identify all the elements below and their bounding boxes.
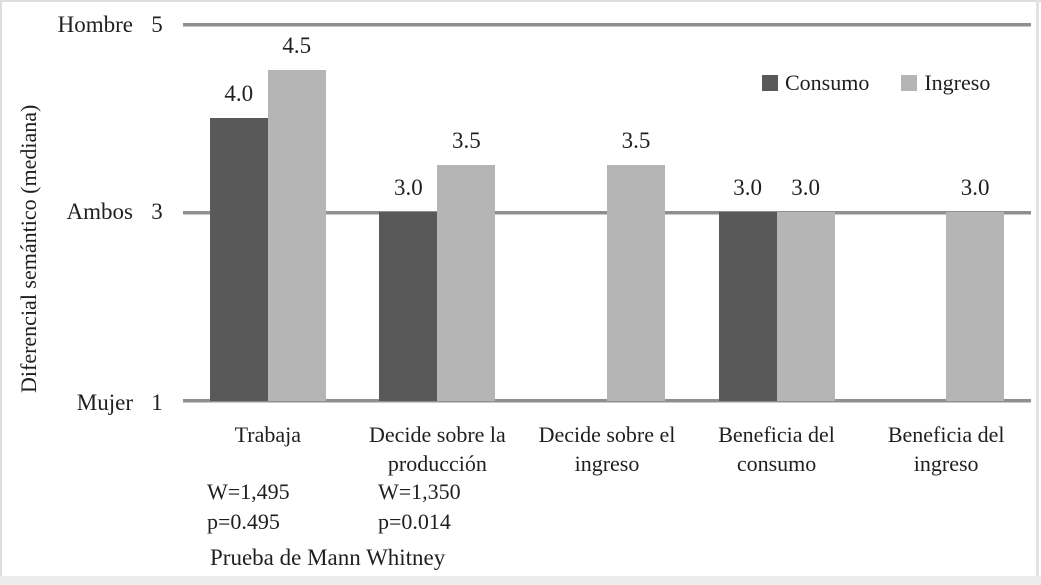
bar-group-4: 3.0 xyxy=(861,23,1031,401)
legend-item-ingreso: Ingreso xyxy=(901,70,990,96)
bar-value-label: 3.0 xyxy=(733,175,762,200)
x-category-labels: Trabaja Decide sobre la producción Decide … xyxy=(183,420,1031,478)
bar-value-label: 3.0 xyxy=(960,175,990,200)
y-tick-label: Hombre xyxy=(57,12,133,37)
bar-value-label: 4.5 xyxy=(282,33,312,59)
y-tick-hombre-5: Hombre 5 xyxy=(0,10,178,40)
y-tick-mujer-1: Mujer 1 xyxy=(0,388,178,418)
bar-ingreso-1: 3.5 xyxy=(437,128,496,401)
bar-ingreso-2: 3.5 xyxy=(606,128,665,401)
category-label-3: Beneficia del consumo xyxy=(718,422,835,476)
bar-consumo-1: 3.0 xyxy=(379,175,438,401)
legend-swatch-icon xyxy=(901,75,918,91)
bar-consumo-0: 4.0 xyxy=(209,81,268,401)
bar-group-1: 3.0 3.5 xyxy=(353,23,523,401)
category-label-0: Trabaja xyxy=(234,422,301,447)
frame-border-left xyxy=(0,0,2,585)
frame-border-top xyxy=(0,0,1041,2)
bar-value-label: 4.0 xyxy=(224,80,254,106)
y-axis-title: Diferencial semántico (mediana) xyxy=(16,104,41,394)
category-label-1: Decide sobre la producción xyxy=(368,422,506,476)
frame-border-bottom xyxy=(0,576,1041,585)
y-tick-label: Mujer xyxy=(76,390,133,415)
chart-legend: Consumo Ingreso xyxy=(762,70,990,96)
legend-label: Consumo xyxy=(785,70,870,95)
bar-value-label: 3.5 xyxy=(621,127,651,153)
footnote-test-name: Prueba de Mann Whitney xyxy=(210,545,446,570)
mann-whitney-stat-trabaja: W=1,495 p=0.495 xyxy=(207,479,290,534)
bar-ingreso-0: 4.5 xyxy=(267,33,326,401)
legend-label: Ingreso xyxy=(924,70,991,95)
bar-value-label: 3.0 xyxy=(791,175,820,200)
category-label-4: Beneficia del ingreso xyxy=(887,422,1005,476)
y-tick-value: 1 xyxy=(151,390,163,415)
bar-ingreso-3: 3.0 xyxy=(776,175,835,401)
frame-border-right xyxy=(1036,0,1039,585)
plot-bars: 4.0 4.5 3.0 3.5 3.5 3.0 3.0 3.0 xyxy=(183,23,1031,401)
bar-ingreso-4: 3.0 xyxy=(946,175,1005,401)
y-tick-value: 3 xyxy=(151,199,163,224)
bar-value-label: 3.5 xyxy=(452,127,481,153)
bar-value-label: 3.0 xyxy=(394,175,423,200)
gridline-5 xyxy=(183,23,1031,27)
bar-group-2: 3.5 xyxy=(522,23,692,401)
legend-item-consumo: Consumo xyxy=(762,70,869,96)
legend-swatch-icon xyxy=(762,75,778,91)
bar-consumo-3: 3.0 xyxy=(718,175,777,401)
category-label-2: Decide sobre el ingreso xyxy=(538,422,676,476)
bar-group-0: 4.0 4.5 xyxy=(183,23,353,401)
bar-group-3: 3.0 3.0 xyxy=(692,23,862,401)
plot-area: 4.0 4.5 3.0 3.5 3.5 3.0 3.0 3.0 xyxy=(183,23,1031,403)
axis-baseline-1 xyxy=(183,399,1031,403)
mann-whitney-stat-produccion: W=1,350 p=0.014 xyxy=(378,479,461,534)
y-tick-label: Ambos xyxy=(66,199,133,224)
y-tick-ambos-3: Ambos 3 xyxy=(0,197,178,227)
y-tick-value: 5 xyxy=(151,12,163,37)
